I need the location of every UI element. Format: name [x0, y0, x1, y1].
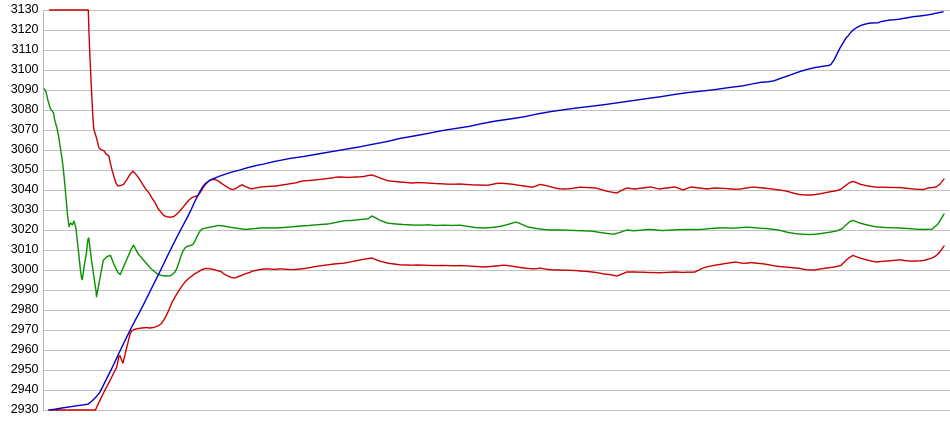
svg-text:3130: 3130 [11, 2, 39, 16]
svg-text:3060: 3060 [11, 142, 39, 156]
svg-text:3100: 3100 [11, 62, 39, 76]
svg-text:2990: 2990 [11, 282, 39, 296]
svg-text:2930: 2930 [11, 402, 39, 416]
svg-text:3120: 3120 [11, 22, 39, 36]
svg-text:2950: 2950 [11, 362, 39, 376]
svg-text:3090: 3090 [11, 82, 39, 96]
svg-text:2940: 2940 [11, 382, 39, 396]
svg-text:3080: 3080 [11, 102, 39, 116]
svg-text:3110: 3110 [12, 42, 39, 56]
svg-text:3050: 3050 [11, 162, 39, 176]
svg-text:3070: 3070 [11, 122, 39, 136]
svg-text:3040: 3040 [11, 182, 39, 196]
svg-text:2980: 2980 [11, 302, 39, 316]
svg-text:3000: 3000 [11, 262, 39, 276]
svg-text:2970: 2970 [11, 322, 39, 336]
svg-text:2960: 2960 [11, 342, 39, 356]
svg-text:3030: 3030 [11, 202, 39, 216]
svg-text:3020: 3020 [11, 222, 39, 236]
svg-text:3010: 3010 [11, 242, 39, 256]
